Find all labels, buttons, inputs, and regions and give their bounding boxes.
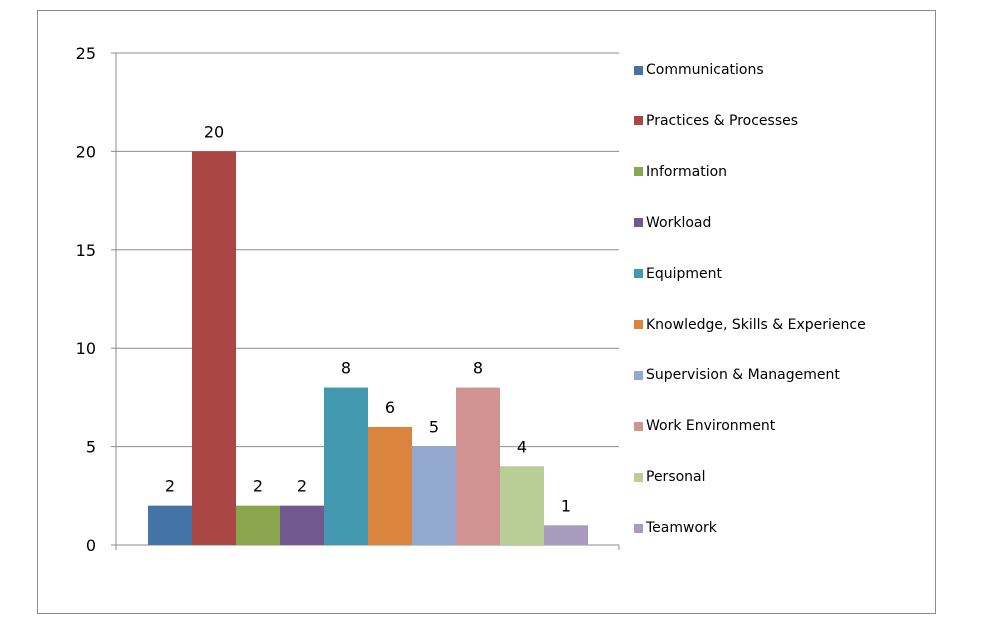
data-label: 2 [165, 477, 175, 496]
legend-label: Supervision & Management [646, 367, 840, 384]
legend-label: Work Environment [646, 418, 776, 435]
legend-label: Practices & Processes [646, 112, 799, 129]
data-labels: 2 20 2 2 8 6 5 8 4 1 [165, 122, 571, 515]
data-label: 2 [253, 477, 263, 496]
bar-6 [368, 426, 412, 545]
y-tick-label: 10 [76, 339, 96, 358]
bar-8 [456, 387, 500, 545]
legend-item: Personal [634, 469, 706, 485]
legend-item: Communications [634, 62, 764, 78]
y-tick-label: 25 [76, 44, 96, 63]
legend-swatch [634, 167, 643, 177]
bar-3 [236, 505, 280, 545]
legend-item: Workload [634, 215, 711, 231]
y-tick-label: 0 [86, 536, 96, 555]
bar-4 [280, 505, 324, 545]
legend-swatch [634, 421, 643, 431]
legend-swatch [634, 65, 643, 75]
legend-swatch [634, 370, 643, 380]
y-tick-label: 20 [76, 142, 96, 161]
legend-swatch [634, 320, 643, 329]
legend-swatch [634, 472, 643, 482]
bar-5 [324, 387, 368, 545]
data-label: 8 [473, 359, 483, 378]
data-label: 1 [561, 496, 571, 515]
legend-item: Information [634, 164, 727, 180]
data-label: 5 [429, 418, 439, 437]
legend-label: Equipment [646, 265, 722, 282]
legend-item: Teamwork [634, 520, 717, 536]
bar-9 [500, 466, 544, 545]
legend-label: Information [646, 163, 728, 180]
data-label: 4 [517, 437, 527, 456]
legend-swatch [634, 523, 643, 533]
bar-10 [544, 525, 588, 545]
legend-item: Practices & Processes [634, 113, 798, 129]
legend-swatch [634, 269, 643, 279]
legend-item: Knowledge, Skills & Experience [634, 317, 866, 333]
legend-item: Equipment [634, 266, 722, 282]
legend-swatch [634, 116, 643, 126]
legend-label: Knowledge, Skills & Experience [646, 316, 866, 333]
data-label: 6 [385, 398, 395, 417]
bar-7 [412, 446, 456, 545]
legend-label: Teamwork [646, 520, 717, 537]
data-label: 8 [341, 359, 351, 378]
y-tick-label: 5 [86, 438, 96, 457]
legend-item: Supervision & Management [634, 367, 840, 383]
bar-1 [148, 505, 192, 545]
legend-label: Communications [646, 62, 764, 78]
data-label: 20 [204, 122, 224, 141]
y-tick-label: 15 [76, 241, 96, 260]
legend-label: Personal [646, 469, 706, 486]
legend-label: Workload [646, 214, 712, 231]
data-label: 2 [297, 477, 307, 496]
bar-2 [192, 151, 236, 545]
legend-item: Work Environment [634, 418, 775, 434]
legend-swatch [634, 218, 643, 228]
bars [148, 151, 588, 545]
